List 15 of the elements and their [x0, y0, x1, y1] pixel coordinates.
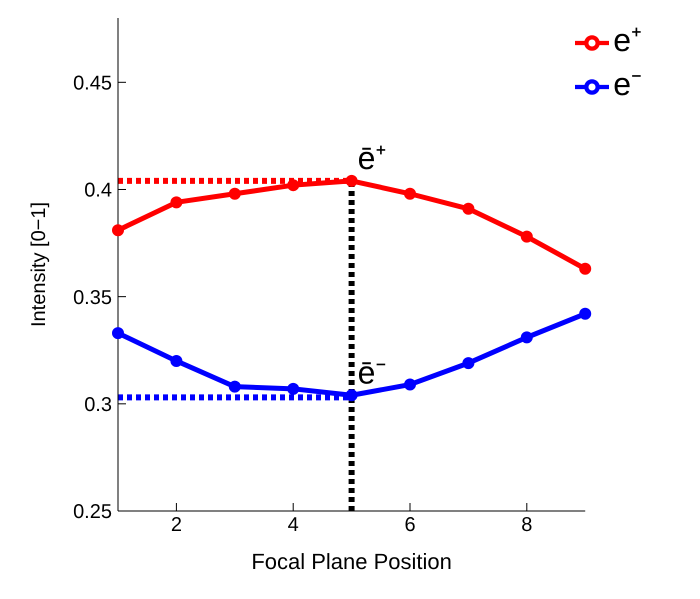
y-axis-title: Intensity [0−1]: [28, 202, 50, 328]
x-tick-label: 2: [170, 514, 182, 536]
x-tick-label: 6: [404, 514, 416, 536]
y-tick-label: 0.3: [84, 394, 112, 416]
y-tick-label: 0.45: [73, 72, 112, 94]
annotation: ē⁺: [358, 140, 386, 176]
x-tick-label: 8: [521, 514, 532, 536]
legend-label: e⁻: [613, 66, 642, 102]
y-tick-label: 0.35: [73, 286, 112, 309]
x-tick-label: 4: [288, 514, 299, 536]
x-axis-title: Focal Plane Position: [251, 549, 452, 574]
y-tick-label: 0.4: [84, 180, 112, 202]
y-tick-label: 0.25: [73, 501, 112, 524]
legend-label: e⁺: [613, 22, 642, 58]
annotation: ē⁻: [358, 354, 386, 390]
